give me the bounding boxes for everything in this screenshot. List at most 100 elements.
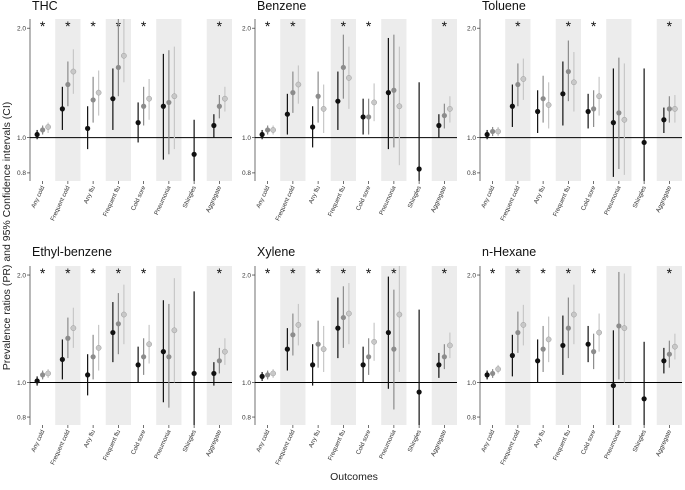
panel-toluene: Toluene 0.8 1.0 2.0 Any cold Frequent cold * An… (467, 0, 682, 222)
x-tick-label: Aggregate (430, 428, 449, 457)
x-tick-label: Pneumonia (378, 184, 398, 216)
shaded-column (206, 266, 232, 425)
pr-point (135, 120, 141, 126)
pr-point (315, 341, 321, 347)
y-axis-title: Prevalence ratios (PR) and 95% Confidenc… (1, 102, 13, 370)
significance-star: * (141, 265, 147, 281)
x-tick-label: Shingles (182, 429, 198, 453)
y-tick-label: 0.8 (467, 414, 476, 421)
pr-point (661, 117, 667, 123)
y-tick-label: 0.8 (17, 414, 26, 421)
panel-title: n-Hexane (482, 245, 536, 259)
pr-point (641, 139, 647, 146)
x-axis-title: Outcomes (330, 471, 378, 483)
pr-point (621, 116, 628, 123)
pr-point (535, 358, 541, 364)
panel-ethyl-benzene: Ethyl-benzene 0.8 1.0 2.0 Any cold * Frequent … (17, 245, 232, 466)
pr-point (135, 362, 141, 368)
pr-point (320, 346, 327, 352)
significance-star: * (141, 18, 147, 34)
x-tick-label: Frequent flu (102, 184, 123, 217)
significance-star: * (667, 265, 673, 281)
pr-point (171, 327, 178, 334)
x-tick-label: Any flu (83, 428, 98, 449)
x-tick-label: Cold sore (130, 184, 148, 211)
pr-point (371, 99, 377, 106)
pr-point (295, 81, 302, 88)
pr-point (591, 106, 597, 112)
pr-point (346, 310, 352, 317)
y-tick-label: 2.0 (242, 26, 251, 33)
pr-point (340, 314, 346, 321)
significance-star: * (341, 265, 347, 281)
x-tick-label: Frequent cold (49, 428, 72, 466)
pr-point (571, 311, 577, 318)
pr-point (441, 354, 447, 360)
significance-star: * (391, 265, 397, 281)
pr-point (666, 351, 672, 357)
shaded-column (431, 19, 457, 181)
pr-point (284, 111, 290, 117)
pr-point (216, 103, 222, 109)
pr-point (495, 366, 501, 372)
pr-point (121, 311, 127, 318)
pr-point (166, 99, 172, 106)
pr-point (59, 106, 65, 112)
pr-point (666, 106, 672, 112)
pr-point (295, 322, 302, 328)
panel-title: THC (32, 0, 58, 13)
x-tick-label: Any flu (533, 184, 548, 205)
pr-point (259, 373, 265, 379)
pr-point (616, 323, 622, 329)
panel-benzene: Benzene 0.8 1.0 2.0 Any cold * Frequent cold * A… (242, 0, 457, 222)
pr-point (45, 370, 51, 377)
significance-star: * (116, 265, 122, 281)
pr-point (85, 372, 91, 378)
panel-thc: THC 0.8 1.0 2.0 Any cold * Frequent cold * Any f… (17, 0, 232, 222)
pr-point (95, 89, 102, 96)
pr-point (259, 131, 265, 138)
pr-point (34, 378, 40, 384)
y-tick-label: 0.8 (17, 170, 26, 177)
pr-point (391, 87, 397, 93)
y-tick-label: 1.0 (242, 135, 251, 142)
pr-point (371, 338, 377, 345)
pr-point (616, 110, 622, 116)
panel-title: Benzene (257, 0, 306, 13)
panel-n-hexane: n-Hexane 0.8 1.0 2.0 Any cold * Frequent cold *… (467, 245, 682, 466)
x-tick-label: Pneumonia (153, 428, 173, 460)
pr-point (366, 114, 372, 120)
pr-point (366, 354, 372, 360)
pr-point (90, 97, 96, 103)
pr-point (565, 68, 571, 75)
x-tick-label: Frequent cold (499, 184, 522, 222)
pr-point (265, 127, 271, 133)
x-tick-label: Any cold (480, 184, 497, 209)
pr-point (40, 127, 46, 133)
pr-point (340, 64, 346, 71)
x-tick-label: Pneumonia (603, 184, 623, 216)
pr-point (610, 382, 616, 389)
x-tick-label: Frequent flu (552, 428, 573, 461)
significance-star: * (667, 18, 673, 34)
significance-star: * (40, 18, 46, 34)
x-tick-label: Aggregate (205, 184, 224, 213)
pr-point (515, 81, 521, 88)
pr-point (484, 131, 490, 138)
x-tick-label: Cold sore (355, 428, 373, 455)
pr-point (441, 112, 447, 119)
x-tick-label: Any cold (30, 428, 47, 453)
x-tick-label: Shingles (407, 429, 423, 453)
x-tick-label: Any flu (308, 184, 323, 205)
pr-point (385, 329, 391, 336)
pr-point (211, 122, 217, 129)
pr-point (146, 341, 152, 348)
pr-point (596, 93, 602, 100)
significance-star: * (591, 18, 597, 34)
panel-title: Ethyl-benzene (32, 245, 112, 259)
significance-star: * (40, 265, 46, 281)
pr-point (520, 76, 527, 82)
pr-point (315, 93, 321, 99)
pr-point (391, 346, 397, 352)
